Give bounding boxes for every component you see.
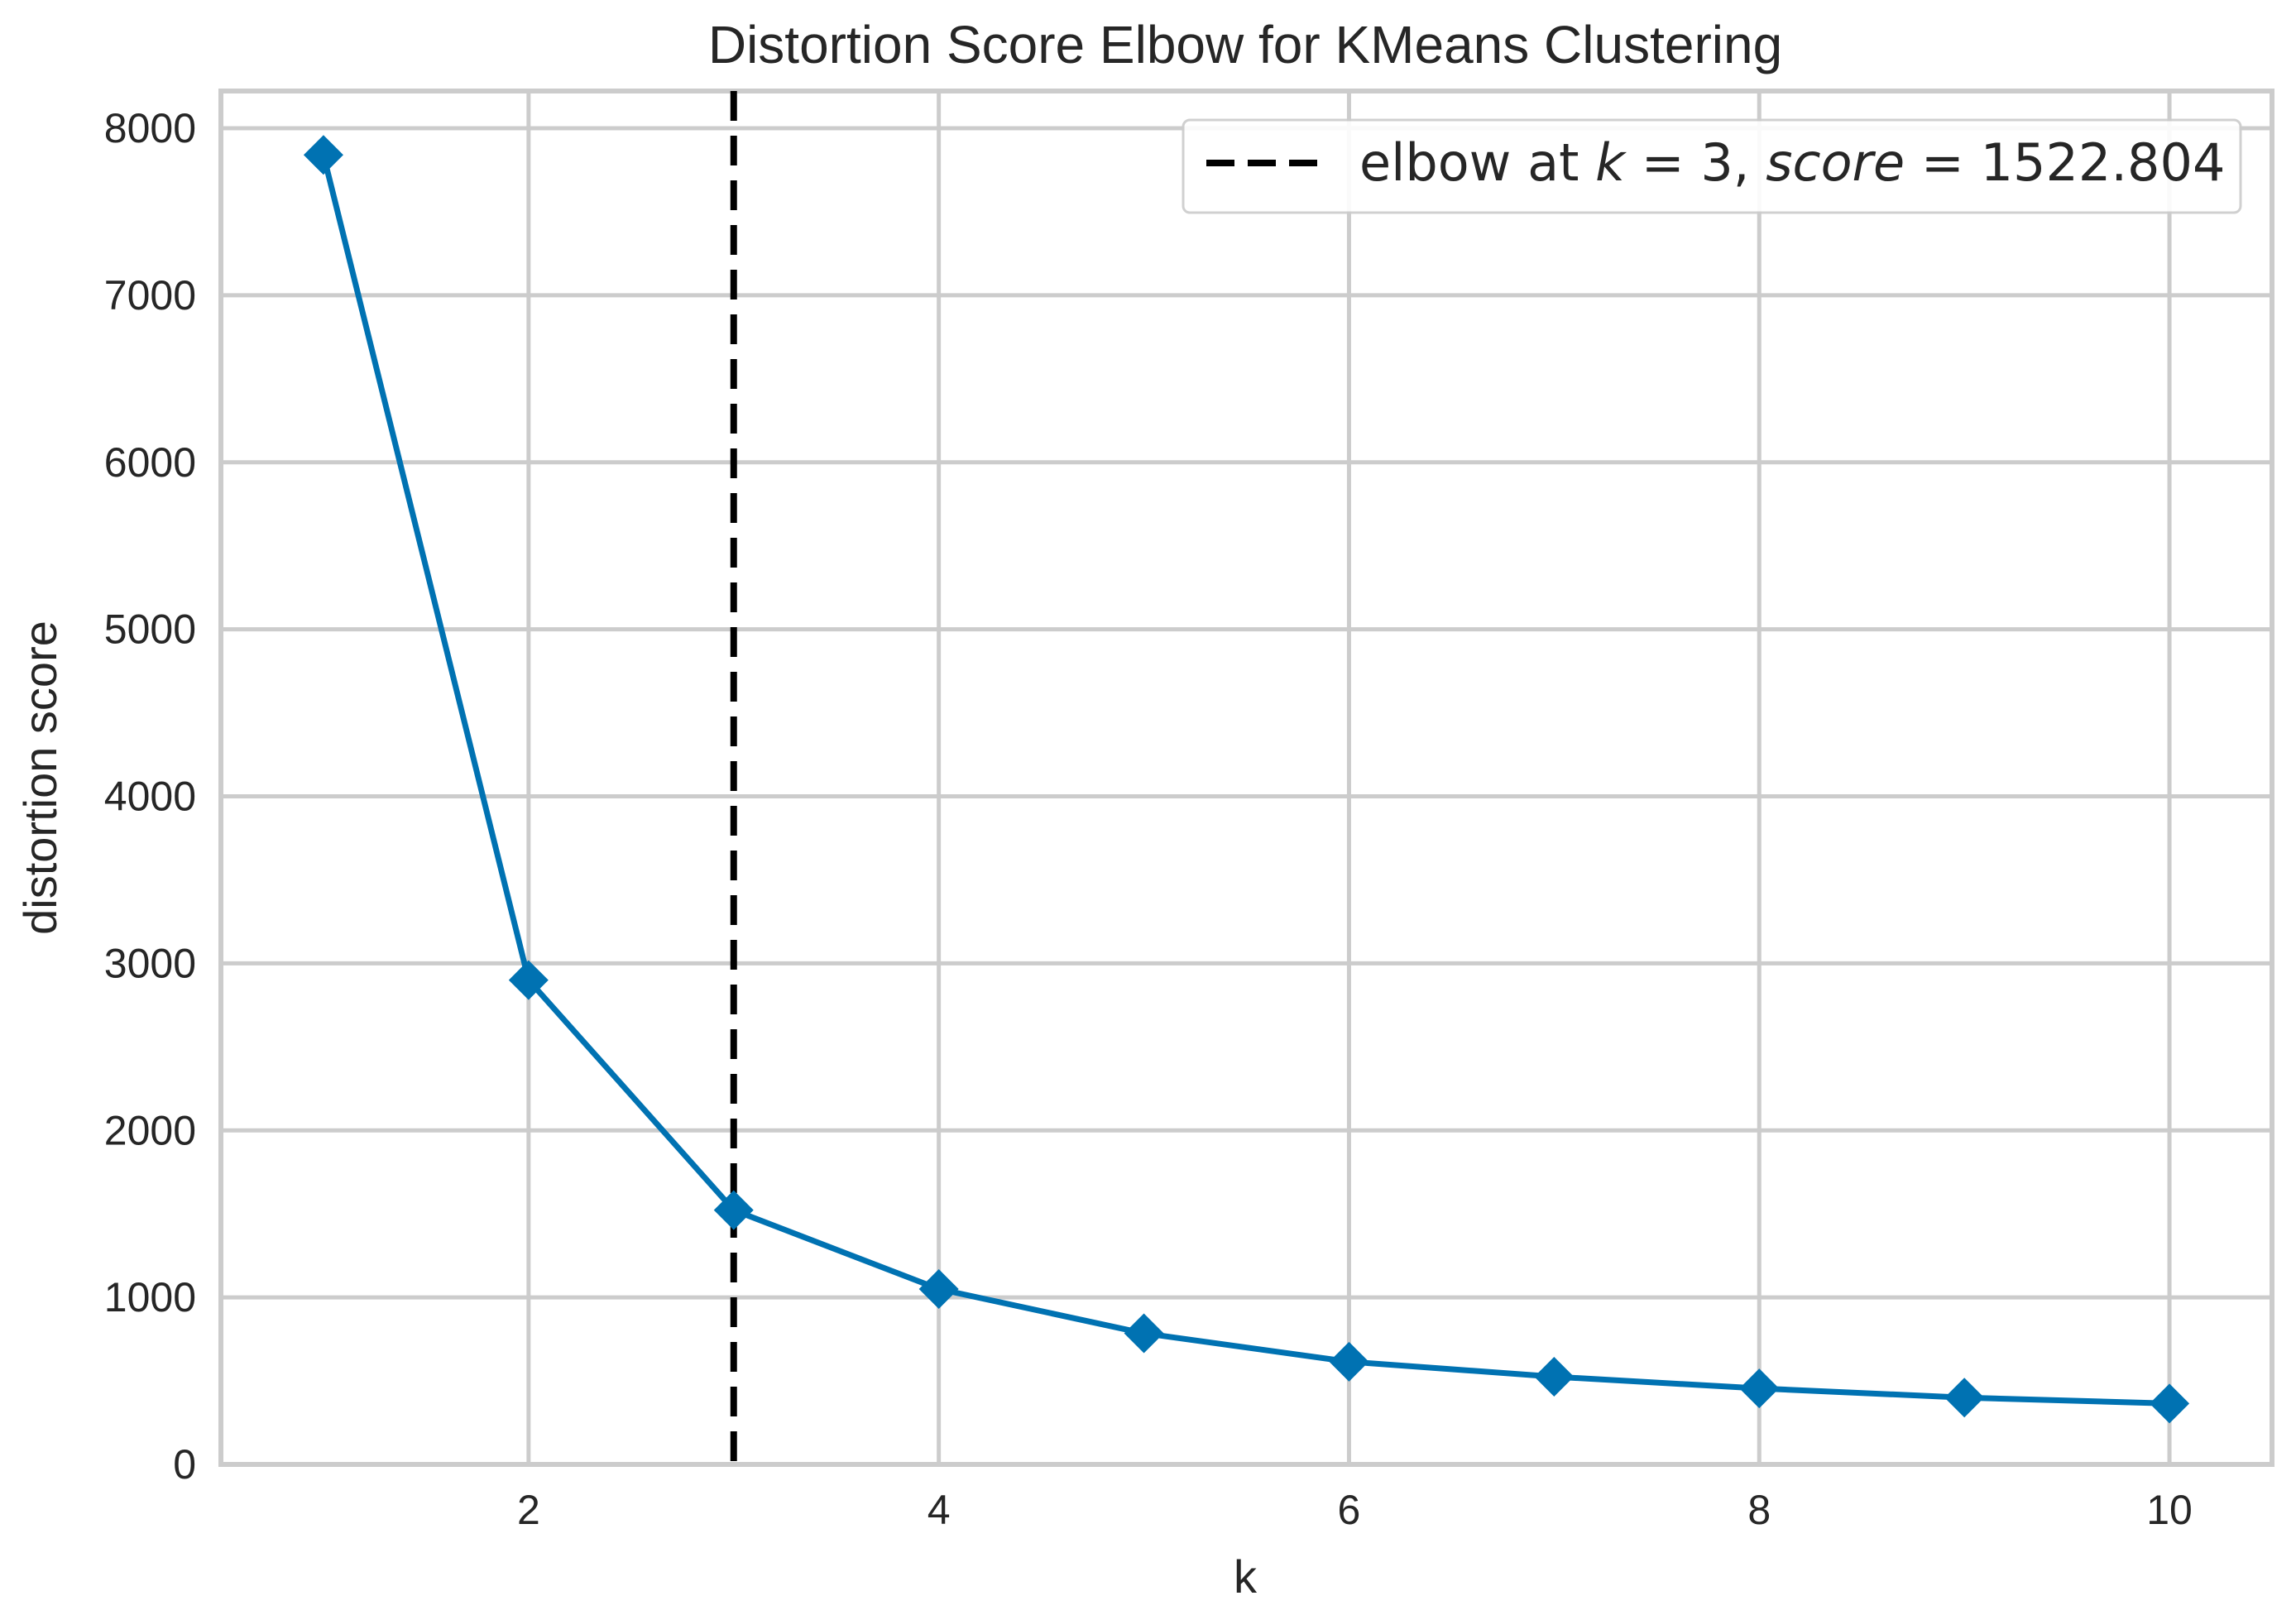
legend-box: [1182, 118, 2242, 214]
y-tick-label: 2000: [104, 1107, 196, 1153]
legend: elbow at k = 3, score = 1522.804: [1182, 118, 2242, 214]
y-tick-label: 7000: [104, 272, 196, 319]
x-tick-label: 8: [1747, 1487, 1771, 1533]
y-axis-label: distortion score: [14, 621, 66, 935]
data-point-marker: [713, 1190, 754, 1230]
legend-text-prefix: elbow at: [1359, 132, 1595, 193]
data-point-marker: [1534, 1357, 1575, 1397]
plot-frame: [218, 89, 2274, 1467]
chart-title: Distortion Score Elbow for KMeans Cluste…: [708, 15, 1782, 74]
data-point-marker: [918, 1269, 959, 1310]
y-tick-label: 8000: [104, 105, 196, 151]
legend-text-k: k: [1595, 132, 1627, 193]
x-tick-labels: 2 4 6 8 10: [517, 1487, 2193, 1533]
data-point-marker: [1329, 1341, 1369, 1382]
x-axis-label: k: [1234, 1550, 1258, 1603]
series-markers: [303, 135, 2190, 1424]
legend-text-score-value: = 1522.804: [1905, 132, 2225, 193]
y-tick-labels: 0 1000 2000 3000 4000 5000 6000 7000 8000: [104, 105, 196, 1488]
y-tick-label: 5000: [104, 606, 196, 653]
x-tick-label: 10: [2146, 1487, 2193, 1533]
x-tick-label: 6: [1338, 1487, 1361, 1533]
y-tick-label: 1000: [104, 1274, 196, 1320]
legend-text-k-value: = 3,: [1625, 132, 1766, 193]
data-point-marker: [1739, 1368, 1780, 1409]
legend-entry-elbow: elbow at k = 3, score = 1522.804: [1359, 132, 2225, 193]
series-line: [320, 154, 2170, 1407]
y-tick-label: 4000: [104, 774, 196, 820]
y-tick-label: 6000: [104, 439, 196, 486]
x-tick-label: 4: [928, 1487, 951, 1533]
data-point-marker: [2150, 1383, 2190, 1424]
data-point-marker: [1124, 1313, 1164, 1354]
x-gridlines: [526, 91, 2172, 1464]
legend-text-score: score: [1766, 132, 1905, 193]
data-point-marker: [508, 960, 549, 1000]
data-point-marker: [303, 135, 343, 175]
data-point-marker: [1944, 1378, 1985, 1418]
x-tick-label: 2: [517, 1487, 540, 1533]
y-tick-label: 3000: [104, 940, 196, 986]
y-tick-label: 0: [173, 1441, 196, 1488]
